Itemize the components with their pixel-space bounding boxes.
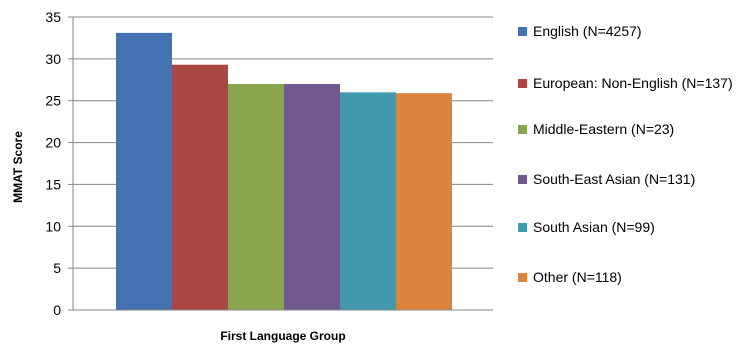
y-tick-label: 35 [45,9,61,25]
bar [340,92,396,310]
legend-item: European: Non-English (N=137) [518,74,733,93]
legend-label: South-East Asian (N=131) [533,171,696,187]
legend-item: Middle-Eastern (N=23) [518,120,733,139]
legend-item: South-East Asian (N=131) [518,170,733,189]
y-tick-label: 25 [45,93,61,109]
bars [116,32,452,311]
y-tick-label: 20 [45,135,61,151]
legend-swatch [518,273,527,282]
legend-label: English (N=4257) [533,23,642,39]
legend-swatch [518,223,527,232]
legend-swatch [518,79,527,88]
legend-swatch [518,27,527,36]
legend-item: Other (N=118) [518,268,733,287]
legend-item: English (N=4257) [518,22,733,41]
legend-swatch [518,125,527,134]
y-tick-label: 5 [53,260,61,276]
y-tick-label: 10 [45,218,61,234]
legend-item: South Asian (N=99) [518,218,733,237]
bar [228,83,284,310]
y-tick-label: 15 [45,176,61,192]
legend-swatch [518,175,527,184]
y-tick-label: 0 [53,302,61,318]
bar [172,64,228,311]
legend-label: Other (N=118) [533,269,622,285]
y-axis-title: MMAT Score [11,131,25,203]
bar [284,83,340,310]
y-axis-ticks: 0 5 10 15 20 25 30 35 [45,9,73,318]
y-tick-label: 30 [45,51,61,67]
bar [396,93,452,311]
legend-label: European: Non-English (N=137) [533,75,733,91]
legend-label: Middle-Eastern (N=23) [533,121,675,137]
legend-label: South Asian (N=99) [533,219,655,235]
x-axis-title: First Language Group [220,329,345,343]
bar [116,32,172,311]
